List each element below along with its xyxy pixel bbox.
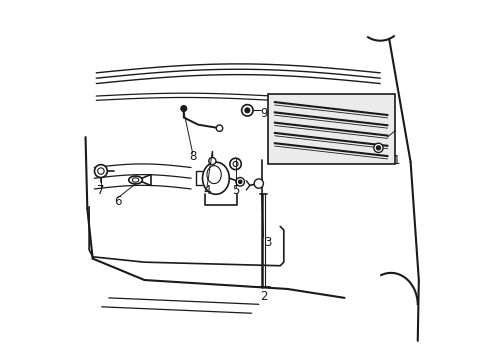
Text: 5: 5 [231,184,239,197]
Circle shape [238,180,242,184]
Circle shape [241,105,253,116]
Circle shape [229,158,241,170]
Circle shape [376,146,380,150]
Circle shape [235,177,244,186]
Text: 8: 8 [189,150,196,163]
Bar [267,94,394,164]
Text: 7: 7 [97,184,104,197]
Text: 2: 2 [260,289,267,303]
Circle shape [181,106,186,111]
Circle shape [373,143,382,153]
Circle shape [254,179,263,188]
Circle shape [216,125,222,131]
Circle shape [208,157,216,165]
Text: 9: 9 [260,107,267,120]
Text: 4: 4 [203,184,210,197]
Text: 6: 6 [114,195,121,208]
Circle shape [244,108,249,113]
Circle shape [94,165,107,177]
Text: 1: 1 [392,154,399,167]
Text: 3: 3 [264,236,271,249]
